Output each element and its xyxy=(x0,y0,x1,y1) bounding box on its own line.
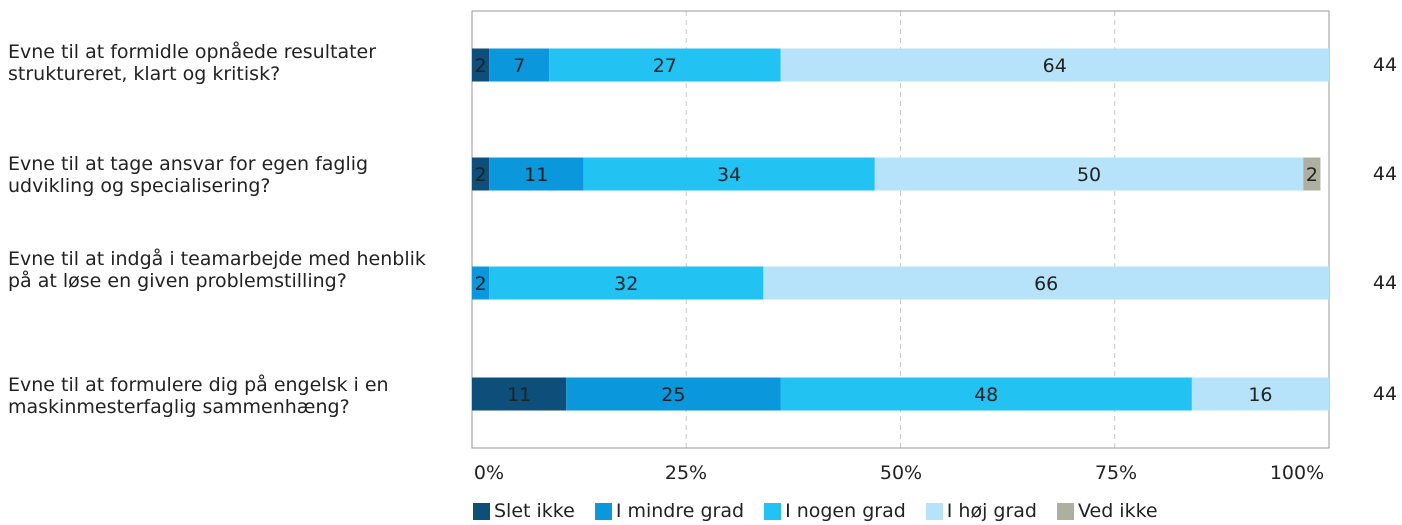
bar-segment xyxy=(549,48,781,82)
data-label: 2 xyxy=(1306,164,1318,186)
bar-segment xyxy=(472,48,490,82)
legend-label: I nogen grad xyxy=(785,500,906,522)
legend-swatch xyxy=(764,502,782,520)
legend-item-i-nogen-grad: I nogen grad xyxy=(764,500,906,522)
n-label-3: 44 xyxy=(1372,272,1398,294)
data-label: 2 xyxy=(475,273,487,295)
n-label-2: 44 xyxy=(1372,163,1398,185)
legend-item-i-hoej-grad: I høj grad xyxy=(925,500,1037,522)
data-label: 7 xyxy=(513,55,525,77)
legend-swatch xyxy=(473,502,490,520)
x-tick-0: 0% xyxy=(473,462,505,484)
category-label-2: Evne til at tage ansvar for egen faglig … xyxy=(8,153,369,197)
data-label: 48 xyxy=(974,384,998,406)
data-label: 50 xyxy=(1077,164,1101,186)
bar-segment xyxy=(472,377,567,411)
legend-label: Ved ikke xyxy=(1078,500,1158,522)
bar-segment xyxy=(472,157,490,191)
bar-segment xyxy=(489,266,764,300)
bar-segment xyxy=(489,48,550,82)
category-label-3: Evne til at indgå i teamarbejde med henb… xyxy=(8,248,426,292)
data-label: 2 xyxy=(475,164,487,186)
data-label: 27 xyxy=(653,55,677,77)
bar-segment xyxy=(1191,377,1329,411)
data-label: 2 xyxy=(475,55,487,77)
legend: Slet ikke I mindre grad I nogen grad I h… xyxy=(473,500,1178,522)
x-tick-100: 100% xyxy=(1269,462,1325,484)
bar-segment xyxy=(780,48,1329,82)
data-label: 34 xyxy=(717,164,741,186)
data-label: 11 xyxy=(524,164,548,186)
data-label: 25 xyxy=(661,384,685,406)
x-tick-25: 25% xyxy=(664,462,708,484)
data-label: 11 xyxy=(507,384,531,406)
legend-swatch xyxy=(1057,502,1074,520)
n-label-1: 44 xyxy=(1372,54,1398,76)
data-label: 32 xyxy=(614,273,638,295)
bar-segment xyxy=(763,266,1329,300)
category-label-4: Evne til at formulere dig på engelsk i e… xyxy=(8,374,389,418)
legend-label: I høj grad xyxy=(946,500,1037,522)
legend-item-slet-ikke: Slet ikke xyxy=(473,500,575,522)
data-label: 64 xyxy=(1043,55,1067,77)
legend-swatch xyxy=(594,502,612,520)
bar-segment xyxy=(472,266,490,300)
bar-segment xyxy=(1303,157,1321,191)
x-tick-50: 50% xyxy=(879,462,923,484)
x-tick-75: 75% xyxy=(1094,462,1138,484)
data-label: 16 xyxy=(1248,384,1272,406)
plot-frame xyxy=(471,10,1330,449)
legend-label: I mindre grad xyxy=(615,500,745,522)
bar-segment xyxy=(566,377,781,411)
legend-item-ved-ikke: Ved ikke xyxy=(1057,500,1158,522)
data-label: 66 xyxy=(1034,273,1058,295)
legend-label: Slet ikke xyxy=(494,500,575,522)
legend-item-i-mindre-grad: I mindre grad xyxy=(594,500,745,522)
bar-segment xyxy=(583,157,875,191)
legend-swatch xyxy=(925,502,943,520)
bar-segment xyxy=(780,377,1192,411)
bar-segment xyxy=(874,157,1304,191)
category-label-1: Evne til at formidle opnåede resultater … xyxy=(8,41,377,85)
n-label-4: 44 xyxy=(1372,383,1398,405)
bar-segment xyxy=(489,157,584,191)
